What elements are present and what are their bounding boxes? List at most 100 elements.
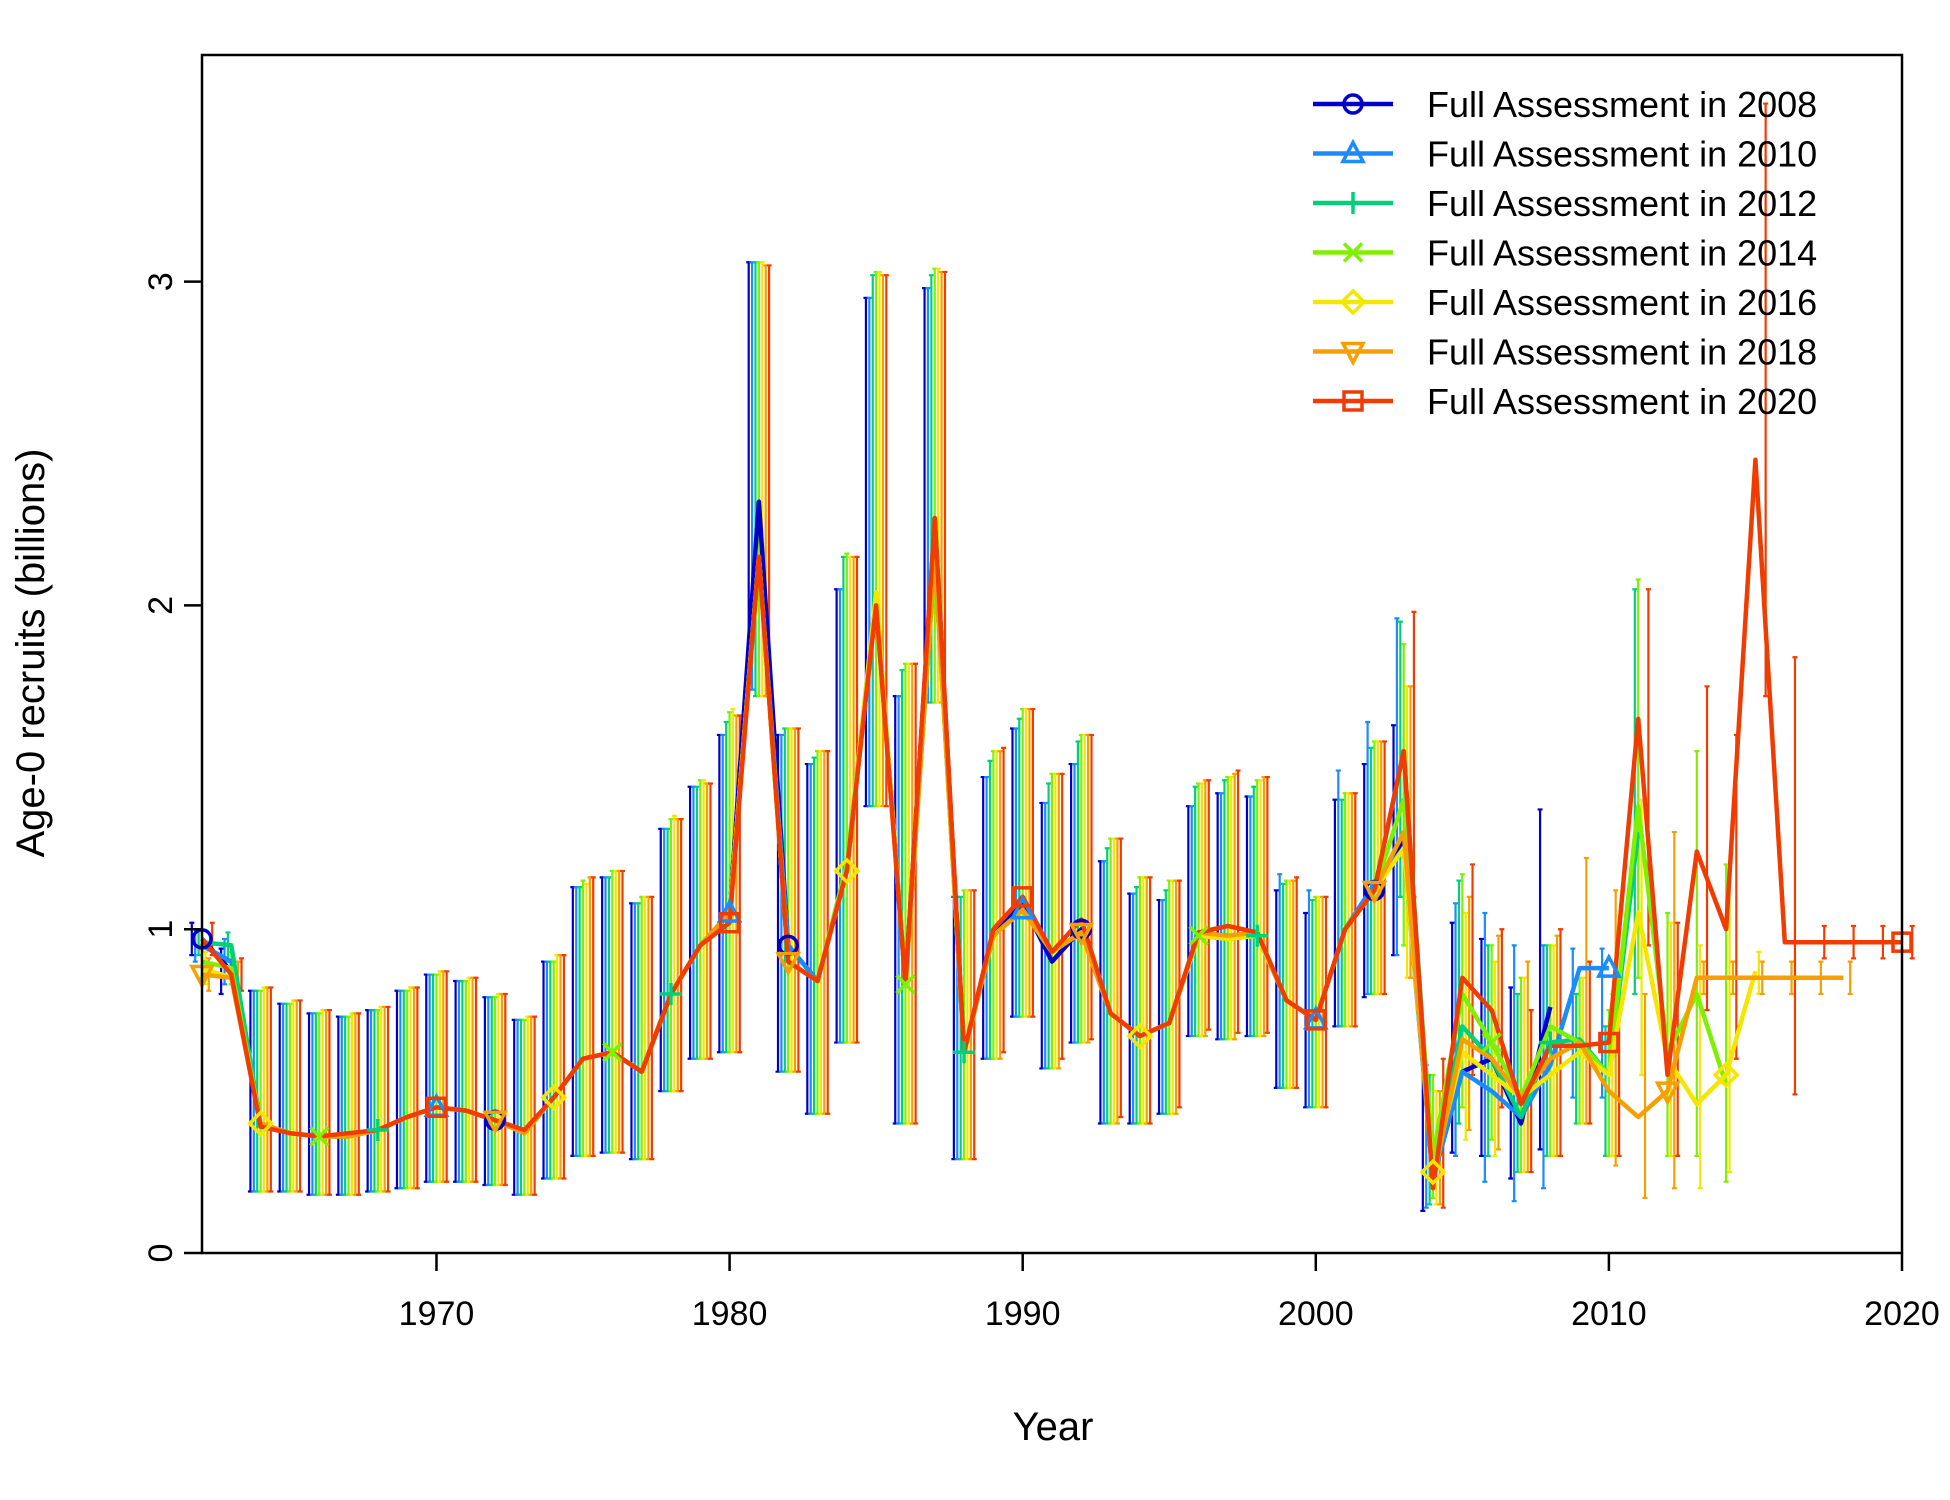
error-bar (808, 762, 814, 1115)
error-bar (720, 733, 726, 1054)
error-bar (1046, 782, 1052, 1070)
error-bar (1225, 775, 1231, 1041)
data-point-marker (1654, 1081, 1681, 1106)
error-bar (1511, 944, 1517, 1203)
legend-item: Full Assessment in 2014 (1313, 233, 1817, 274)
error-bar (1642, 992, 1648, 1200)
data-point-marker (602, 1042, 623, 1063)
axes: 0 1 2 3 1970 1980 1990 2000 2010 2020 (142, 272, 1940, 1333)
error-bar (642, 895, 648, 1161)
error-bar (635, 902, 641, 1161)
error-bar (316, 1012, 322, 1196)
error-bar (1368, 746, 1374, 996)
data-point-marker (309, 1126, 330, 1147)
error-bar (1232, 772, 1238, 1041)
error-bar (1199, 782, 1205, 1038)
error-bar (1583, 856, 1589, 1125)
error-bar (313, 1012, 319, 1196)
error-bar (1016, 717, 1022, 1018)
error-bar (1694, 750, 1700, 1157)
error-bar (518, 1018, 524, 1196)
error-bars (189, 102, 1915, 1213)
error-bar (496, 992, 502, 1187)
error-bar (1273, 889, 1279, 1089)
error-bar (984, 775, 990, 1060)
error-bar (482, 996, 488, 1187)
error-bar (1704, 685, 1710, 1012)
error-bar (554, 954, 560, 1180)
error-bar (1306, 889, 1312, 1109)
x-tick-label: 2020 (1864, 1295, 1940, 1333)
error-bar (994, 750, 1000, 1060)
error-bar (1264, 775, 1270, 1034)
error-bar (1163, 889, 1169, 1115)
error-bar (837, 588, 843, 1044)
data-point-marker (540, 1084, 568, 1112)
data-point-marker (1539, 1031, 1562, 1054)
data-point-marker (366, 1118, 389, 1141)
error-bar (1020, 707, 1026, 1018)
error-bar (1202, 779, 1208, 1038)
error-bar (430, 973, 436, 1183)
error-bar (1463, 911, 1469, 1141)
error-bar (268, 986, 274, 1193)
error-bar (1170, 879, 1176, 1115)
y-axis-label: Age-0 recruits (billions) (9, 448, 53, 857)
error-bar (844, 552, 850, 1044)
error-bar (1156, 898, 1162, 1115)
legend-marker (1340, 341, 1366, 367)
error-bar (616, 869, 622, 1154)
error-bar (1466, 895, 1472, 1132)
error-bar (528, 1015, 534, 1196)
error-bar (1111, 837, 1117, 1125)
error-bar (408, 986, 414, 1190)
error-bar (804, 762, 810, 1115)
error-bar (456, 979, 462, 1183)
error-bar (1009, 727, 1015, 1018)
y-tick-label: 3 (142, 272, 180, 291)
error-bar (789, 727, 795, 1073)
x-tick-label: 2010 (1571, 1295, 1647, 1333)
error-bar (990, 750, 996, 1060)
error-bar (1675, 921, 1681, 1157)
error-bar (404, 989, 410, 1190)
data-point-marker (1419, 1158, 1447, 1186)
error-bar (1570, 947, 1576, 1099)
error-bar (821, 750, 827, 1115)
error-bar (453, 979, 459, 1183)
data-point-marker (1009, 895, 1036, 920)
error-bar (1114, 837, 1120, 1125)
legend-item: Full Assessment in 2008 (1313, 84, 1817, 125)
error-bar (1140, 876, 1146, 1125)
legend-label: Full Assessment in 2018 (1427, 332, 1817, 373)
legend-label: Full Assessment in 2014 (1427, 233, 1817, 274)
legend-marker (1342, 242, 1364, 263)
error-bar (463, 979, 469, 1183)
error-bar (834, 588, 840, 1044)
error-bar (261, 986, 267, 1193)
error-bar (423, 973, 429, 1183)
error-bar (551, 960, 557, 1180)
error-bar (437, 970, 443, 1183)
legend-marker (1342, 390, 1364, 412)
error-bar (1030, 707, 1036, 1018)
error-bar (492, 996, 498, 1187)
error-bar (756, 261, 762, 698)
error-bar (346, 1015, 352, 1196)
error-bar (499, 992, 505, 1187)
error-bar (671, 814, 677, 1093)
error-bar (1108, 837, 1114, 1125)
error-bar (485, 996, 491, 1187)
error-bar (1401, 643, 1407, 947)
error-bar (541, 960, 547, 1180)
data-point-marker (1305, 1009, 1327, 1031)
error-bar (1247, 795, 1253, 1038)
error-bar (1196, 782, 1202, 1038)
error-bar (723, 720, 729, 1054)
data-point-marker (1011, 886, 1034, 908)
data-point-marker (659, 982, 682, 1005)
error-bar (697, 779, 703, 1060)
error-bar (980, 775, 986, 1060)
error-bar (1089, 733, 1095, 1041)
